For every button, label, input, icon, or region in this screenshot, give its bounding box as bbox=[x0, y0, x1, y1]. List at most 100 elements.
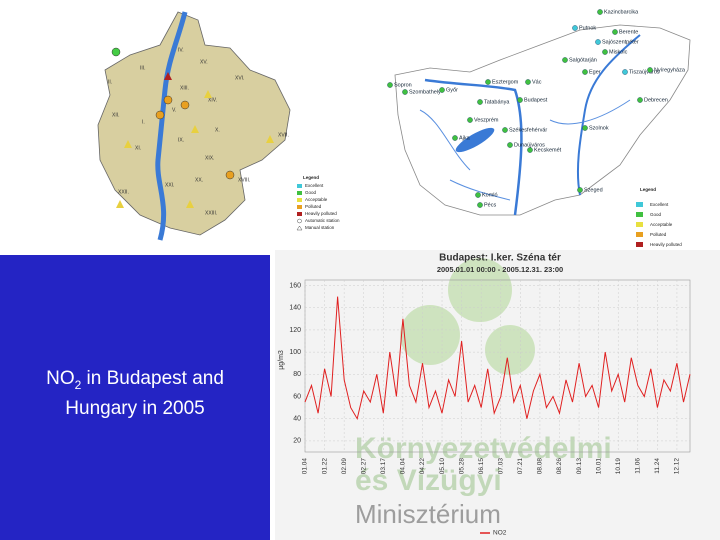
district-label: V. bbox=[172, 107, 176, 113]
title-text: NO bbox=[46, 368, 75, 389]
watermark-shape bbox=[448, 258, 512, 322]
town-marker bbox=[439, 87, 445, 93]
town-marker bbox=[602, 49, 608, 55]
town-label: Szombathely bbox=[409, 89, 441, 95]
town-marker bbox=[637, 97, 643, 103]
legend-item: Good bbox=[305, 190, 317, 195]
legend-item: Acceptable bbox=[650, 222, 673, 227]
district-label: IV. bbox=[178, 47, 184, 53]
legend-item: Excellent bbox=[650, 202, 669, 207]
legend-swatch bbox=[297, 184, 302, 188]
district-label: XXIII. bbox=[205, 210, 217, 216]
title-panel: NO2 in Budapest and Hungary in 2005 bbox=[0, 255, 270, 540]
slide-title: NO2 in Budapest and Hungary in 2005 bbox=[25, 367, 245, 421]
town-label: Eger bbox=[589, 69, 601, 75]
town-marker bbox=[477, 202, 483, 208]
station bbox=[116, 200, 124, 208]
town-label: Berente bbox=[619, 29, 638, 35]
town-label: Székesfehérvár bbox=[509, 127, 547, 133]
town-label: Pécs bbox=[484, 202, 496, 208]
chart: Környezetvédelmi és Vízügyi Minisztérium… bbox=[275, 250, 720, 540]
legend-swatch bbox=[297, 212, 302, 216]
district-label: XVII. bbox=[278, 132, 289, 138]
y-tick-label: 20 bbox=[293, 438, 301, 445]
watermark: Környezetvédelmi és Vízügyi bbox=[355, 258, 612, 497]
station bbox=[186, 200, 194, 208]
danube bbox=[424, 78, 523, 216]
watermark-shape bbox=[400, 305, 460, 365]
legend-swatch bbox=[296, 225, 303, 231]
town-label: Miskolc bbox=[609, 49, 628, 55]
town-marker bbox=[507, 142, 513, 148]
legend-swatch bbox=[636, 242, 643, 247]
town-label: Sopron bbox=[394, 82, 412, 88]
legend-item: Polluted bbox=[650, 232, 667, 237]
data-line bbox=[304, 296, 691, 421]
town-marker bbox=[597, 9, 603, 15]
district-label: III. bbox=[140, 65, 146, 71]
x-tick-label: 07.03 bbox=[497, 458, 504, 475]
x-tick-label: 08.08 bbox=[537, 458, 544, 475]
legend-item: Heavily polluted bbox=[650, 242, 682, 247]
maps: IV. III. XV. II. XVI. XIII. XIV. XII. I.… bbox=[90, 9, 691, 247]
towns: Kazincbarcika Putnok Berente Sajószentpéter… bbox=[387, 9, 686, 208]
district-label: XXI. bbox=[165, 182, 174, 188]
town-marker bbox=[467, 117, 473, 123]
station bbox=[191, 125, 199, 133]
x-tick-label: 05.28 bbox=[458, 458, 465, 475]
legend-item: Automatic station bbox=[305, 218, 340, 223]
title-subscript: 2 bbox=[74, 377, 82, 392]
town-label: Salgótarján bbox=[569, 57, 597, 63]
station bbox=[266, 135, 274, 143]
district-label: XI. bbox=[135, 145, 141, 151]
legend-title: Legend bbox=[640, 187, 656, 192]
town-marker bbox=[502, 127, 508, 133]
legend-swatch bbox=[297, 198, 302, 202]
town-label: Budapest bbox=[524, 97, 548, 103]
town-marker bbox=[525, 79, 531, 85]
district-label: I. bbox=[142, 119, 145, 125]
legend-swatch bbox=[636, 232, 643, 237]
town-label: Veszprém bbox=[474, 117, 499, 123]
district-label: XV. bbox=[200, 59, 208, 65]
budapest-legend: Legend Excellent Good Acceptable Pollute… bbox=[296, 175, 340, 231]
town-label: Ajka bbox=[459, 135, 471, 141]
town-marker bbox=[477, 99, 483, 105]
legend-title: Legend bbox=[303, 175, 319, 180]
station bbox=[111, 47, 121, 57]
town-marker bbox=[527, 147, 533, 153]
district-label: X. bbox=[215, 127, 220, 133]
legend-item: Acceptable bbox=[305, 197, 328, 202]
town-label: Dunaújváros bbox=[514, 142, 545, 148]
town-marker bbox=[582, 69, 588, 75]
station bbox=[180, 100, 190, 110]
district-label: XVI. bbox=[235, 75, 244, 81]
town-label: Tatabánya bbox=[484, 99, 510, 105]
town-marker bbox=[517, 97, 523, 103]
y-tick-label: 80 bbox=[293, 371, 301, 378]
x-tick-label: 02.27 bbox=[360, 458, 367, 475]
legend-swatch bbox=[297, 218, 302, 224]
town-marker bbox=[622, 69, 628, 75]
y-tick-label: 160 bbox=[289, 282, 301, 289]
town-label: Esztergom bbox=[492, 79, 519, 85]
town-label: Sajószentpéter bbox=[602, 39, 639, 45]
district-label: XIX. bbox=[205, 155, 214, 161]
x-tick-label: 11.24 bbox=[654, 458, 661, 474]
y-tick-label: 140 bbox=[289, 305, 301, 312]
x-tick-label: 03.17 bbox=[380, 458, 387, 475]
hungary-outline bbox=[394, 24, 691, 216]
town-marker bbox=[452, 135, 458, 141]
district-label: XII. bbox=[112, 112, 120, 118]
x-tick-label: 04.22 bbox=[419, 458, 426, 475]
town-marker bbox=[402, 89, 408, 95]
x-tick-label: 11.06 bbox=[635, 458, 642, 474]
x-tick-label: 05.10 bbox=[439, 458, 446, 475]
districts: IV. III. XV. II. XVI. XIII. XIV. XII. I.… bbox=[108, 47, 289, 216]
chart-title: Budapest: I.ker. Széna tér bbox=[439, 253, 561, 264]
town-label: Nyíregyháza bbox=[654, 67, 686, 73]
y-tick-label: 60 bbox=[293, 393, 301, 400]
x-tick-label: 01.22 bbox=[321, 458, 328, 475]
station bbox=[164, 72, 172, 80]
y-tick-label: 100 bbox=[289, 349, 301, 356]
